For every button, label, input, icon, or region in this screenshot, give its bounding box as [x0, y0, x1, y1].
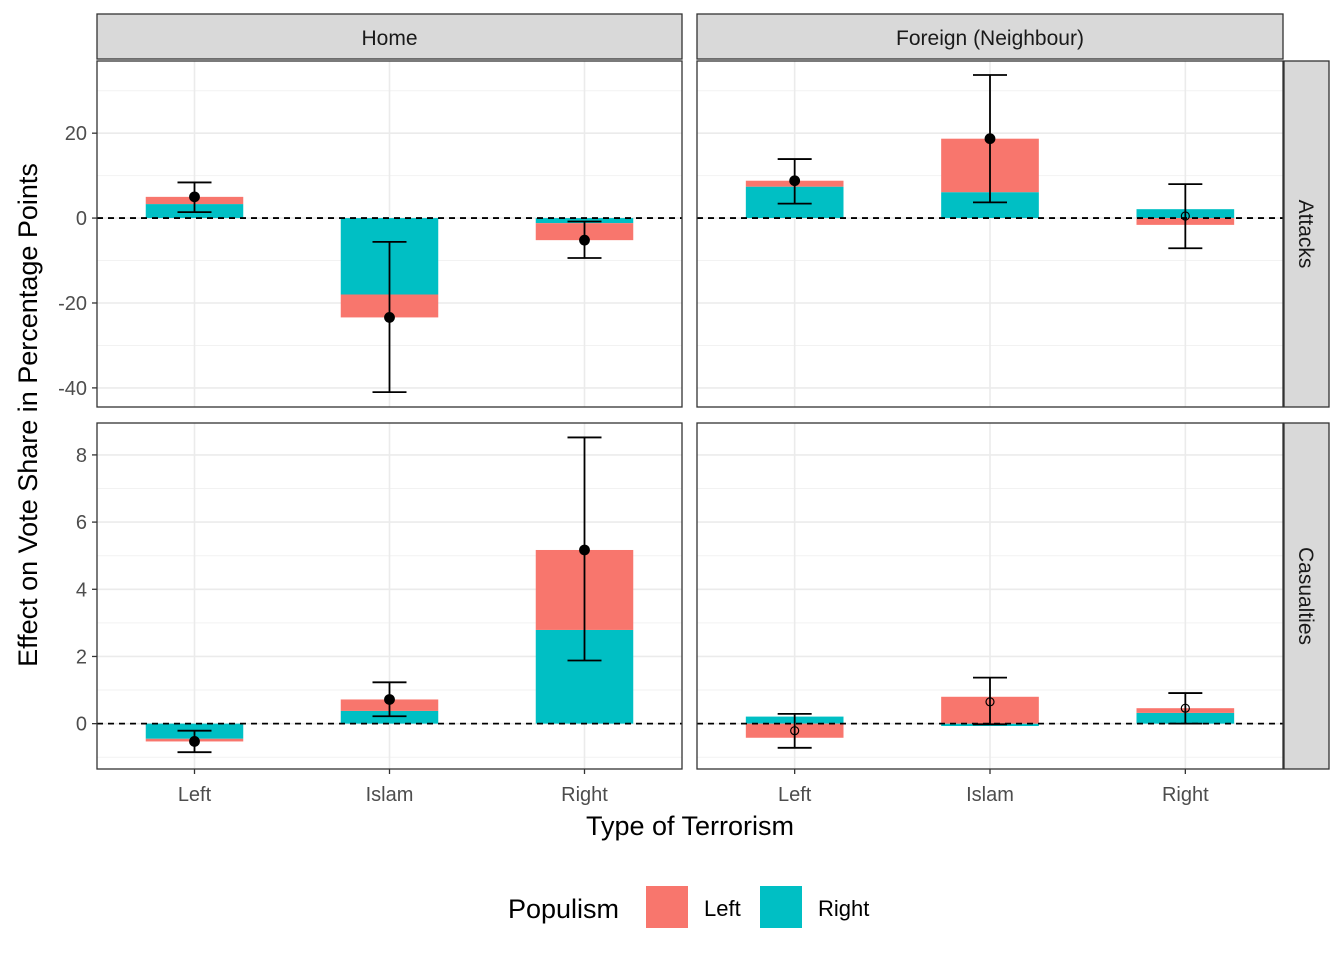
estimate-point-right — [579, 544, 590, 556]
panel-border — [96, 60, 683, 408]
estimate-point-left — [790, 726, 800, 736]
y-tick-label: 0 — [76, 714, 87, 736]
y-axis-title: Effect on Vote Share in Percentage Point… — [13, 163, 43, 667]
legend-label-right: Right — [818, 896, 869, 921]
y-tick-label: -20 — [58, 293, 87, 315]
col-strip-foreign: Foreign (Neighbour) — [696, 13, 1284, 60]
bar-islam-right-populism — [340, 710, 439, 724]
x-tick-label-islam: Islam — [966, 784, 1014, 806]
estimate-point-islam — [384, 694, 395, 705]
y-tick-label: 2 — [76, 646, 87, 668]
row-strip-label-casualties: Casualties — [1294, 547, 1317, 645]
estimate-point-left — [189, 736, 200, 747]
x-axis-title: Type of Terrorism — [586, 811, 794, 841]
y-tick-label: 0 — [76, 208, 87, 230]
legend: Populism Left Right — [508, 886, 869, 928]
y-tick-label: -40 — [58, 378, 87, 400]
estimate-point-islam — [384, 312, 395, 323]
y-tick-label: 8 — [76, 445, 87, 467]
legend-key-right — [760, 886, 802, 928]
y-tick-label: 20 — [65, 123, 87, 145]
row-strip-casualties: Casualties — [1283, 422, 1330, 770]
row-strip-attacks: Attacks — [1283, 60, 1330, 408]
estimate-point-right — [579, 234, 590, 246]
y-tick-label: 4 — [76, 579, 87, 601]
x-tick-label-left: Left — [178, 784, 212, 806]
legend-key-left — [646, 886, 688, 928]
panel-attacks-foreign-neighbour — [696, 60, 1284, 408]
estimate-point-islam — [985, 697, 995, 707]
row-strip-label-attacks: Attacks — [1294, 200, 1317, 269]
estimate-point-left — [789, 175, 801, 187]
legend-label-left: Left — [704, 896, 741, 921]
panel-border — [696, 60, 1284, 408]
estimate-point-right — [1180, 211, 1190, 221]
col-strip-home: Home — [96, 13, 683, 60]
estimate-point-right — [1180, 703, 1190, 713]
x-tick-label-islam: Islam — [366, 784, 414, 806]
col-strip-label-foreign: Foreign (Neighbour) — [896, 27, 1084, 50]
panel-casualties-home: 8 6 4 2 0 Left Islam Right — [76, 422, 683, 806]
legend-title: Populism — [508, 894, 619, 924]
y-tick-label: 6 — [76, 512, 87, 534]
estimate-point-left — [189, 191, 200, 203]
x-tick-label-right: Right — [1162, 784, 1209, 806]
estimate-point-islam — [984, 133, 996, 145]
panel-attacks-home: 20 0 -20 -40 — [58, 60, 683, 408]
col-strip-label-home: Home — [361, 27, 417, 50]
panel-casualties-foreign-neighbour: Left Islam Right — [696, 422, 1284, 806]
x-tick-label-left: Left — [778, 784, 812, 806]
x-tick-label-right: Right — [561, 784, 608, 806]
